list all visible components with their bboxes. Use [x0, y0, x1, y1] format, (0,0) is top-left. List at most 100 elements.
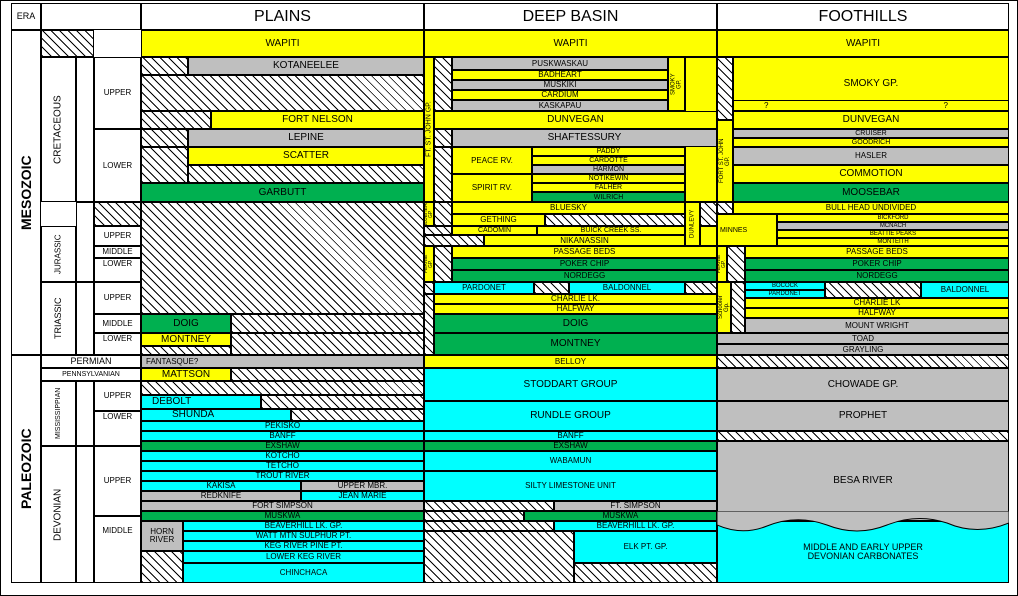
- plains-lowerkeg: LOWER KEG RIVER: [183, 551, 424, 563]
- fh7: [717, 431, 1009, 441]
- dh16: [574, 563, 717, 583]
- deep-belloy: BELLOY: [424, 355, 717, 368]
- period-cretaceous: CRETACEOUS: [41, 57, 76, 202]
- foot-qrow: ??: [733, 100, 1009, 111]
- plains-wapiti: WAPITI: [141, 30, 424, 57]
- deep-stoddart: STODDART GROUP: [424, 368, 717, 401]
- dh5: [545, 214, 685, 226]
- plains-fortnelson: FORT NELSON: [211, 111, 424, 129]
- sub-jur-lower: LOWER: [94, 258, 141, 282]
- deep-rundle: RUNDLE GROUP: [424, 401, 717, 431]
- h10: [141, 381, 424, 395]
- foot-bullhead: BULL HEAD UNDIVIDED: [733, 202, 1009, 214]
- dh5b: [700, 202, 717, 226]
- dh11: [424, 294, 434, 355]
- foot-nordegg: NORDEGG: [745, 270, 1009, 282]
- plains-exshaw: EXSHAW: [141, 441, 424, 451]
- plains-tetcho: TETCHO: [141, 461, 424, 471]
- plains-fantasque: FANTASQUE?: [141, 355, 424, 368]
- sub-miss-upper: UPPER: [94, 381, 141, 411]
- plains-scatter: SCATTER: [188, 147, 424, 165]
- deep-harmon: HARMON: [532, 165, 685, 174]
- dh9: [424, 282, 434, 294]
- deep-badheart: BADHEART: [452, 70, 668, 80]
- deep-cardium: CARDIUM: [452, 90, 668, 100]
- deep-beaverhill: BEAVERHILL LK. GP.: [554, 521, 717, 531]
- h13: [141, 551, 183, 583]
- foot-passage: PASSAGE BEDS: [745, 246, 1009, 258]
- plains-ftsimpson: FORT SIMPSON: [141, 501, 424, 511]
- foot-bickford: BICKFORD: [777, 214, 1009, 222]
- era-paleozoic: PALEOZOIC: [11, 355, 41, 583]
- foot-grayling: GRAYLING: [717, 344, 1009, 355]
- plains-wattmtn: WATT MTN SULPHUR PT.: [183, 531, 424, 541]
- plains-shunda: SHUNDA: [141, 409, 291, 421]
- deep-peace: PEACE RV.: [452, 147, 532, 174]
- sub-miss-lower: LOWER: [94, 411, 141, 446]
- dh6: [424, 226, 452, 235]
- deep-fernie: FERNIE GP.: [424, 246, 434, 282]
- dh15: [424, 531, 574, 583]
- deep-charlie: CHARLIE LK.: [434, 294, 717, 304]
- foot-wapiti: WAPITI: [717, 30, 1009, 57]
- plains-chinch: CHINCHACA: [183, 563, 424, 583]
- deep-ftstjohn: FT. ST. JOHN GP.: [424, 57, 434, 202]
- foot-chowade: CHOWADE GP.: [717, 368, 1009, 401]
- period-penn: PENNSYLVANIAN: [41, 368, 141, 381]
- deep-dunlevy: DUNLEVY: [685, 202, 700, 246]
- header-sp1: [41, 3, 141, 30]
- q1: ?: [764, 102, 768, 110]
- plains-kakisa: KAKISA: [141, 481, 301, 491]
- plains-kotaneelee: KOTANEELEE: [188, 57, 424, 75]
- plains-debolt: DEBOLT: [141, 395, 261, 409]
- foot-beattie: BEATTIE PEAKS: [777, 230, 1009, 238]
- header-plains: PLAINS: [141, 3, 424, 30]
- deep-bluehead: BLUEHEAD GP: [424, 202, 434, 226]
- fh5: [825, 282, 921, 298]
- fh1: [717, 57, 733, 120]
- deep-minnes-sp: [700, 226, 717, 246]
- deep-silty: SILTY LIMESTONE UNIT: [424, 471, 717, 501]
- foot-pardonet: PARDONET: [745, 290, 825, 298]
- foot-mtwright: MOUNT WRIGHT: [745, 318, 1009, 333]
- deep-wapiti: WAPITI: [424, 30, 717, 57]
- deep-notikewin: NOTIKEWIN: [532, 174, 685, 183]
- foot-baldonnel: BALDONNEL: [921, 282, 1009, 298]
- sub-tri-upper: UPPER: [94, 282, 141, 314]
- sp-cret: [76, 57, 94, 202]
- deep-ftsimp: FT. SIMPSON: [554, 501, 717, 511]
- deep-muskiki: MUSKIKI: [452, 80, 668, 90]
- period-jurassic: JURASSIC: [41, 226, 76, 282]
- plains-pekisko: PEKISKO: [141, 421, 424, 431]
- deep-wilrich: WILRICH: [532, 192, 685, 202]
- period-triassic: TRIASSIC: [41, 282, 76, 355]
- h5: [141, 147, 188, 183]
- h7: [231, 314, 424, 333]
- h3: [141, 111, 211, 129]
- deep-banff: BANFF: [424, 431, 717, 441]
- h2: [141, 75, 424, 111]
- h11: [261, 395, 424, 409]
- deep-exshaw: EXSHAW: [424, 441, 717, 451]
- sp-tri: [76, 282, 94, 355]
- period-permian: PERMIAN: [41, 355, 141, 368]
- plains-mattson: MATTSON: [141, 368, 231, 381]
- dh2: [434, 129, 452, 147]
- h8: [231, 333, 424, 355]
- plains-uppermb: UPPER MBR.: [301, 481, 424, 491]
- plains-beaverhill: BEAVERHILL LK. GP.: [183, 521, 424, 531]
- h4: [141, 129, 188, 147]
- deep-shaft: SHAFTESSURY: [452, 129, 717, 147]
- foot-minnes: MINNES: [717, 214, 777, 246]
- foot-mcnach: MCNACH: [777, 222, 1009, 230]
- h12: [291, 409, 424, 421]
- hatch-cret-bot: [94, 202, 141, 226]
- deep-montney: MONTNEY: [434, 333, 717, 355]
- foot-toad: TOAD: [717, 333, 1009, 344]
- dh3: [434, 147, 452, 202]
- sub-jur-upper: UPPER: [94, 226, 141, 246]
- dh7: [424, 235, 484, 246]
- deep-baldonnel: BALDONNEL: [569, 282, 685, 294]
- strat-chart: ERA PLAINS DEEP BASIN FOOTHILLS MESOZOIC…: [0, 0, 1018, 596]
- plains-muskwa: MUSKWA: [141, 511, 424, 521]
